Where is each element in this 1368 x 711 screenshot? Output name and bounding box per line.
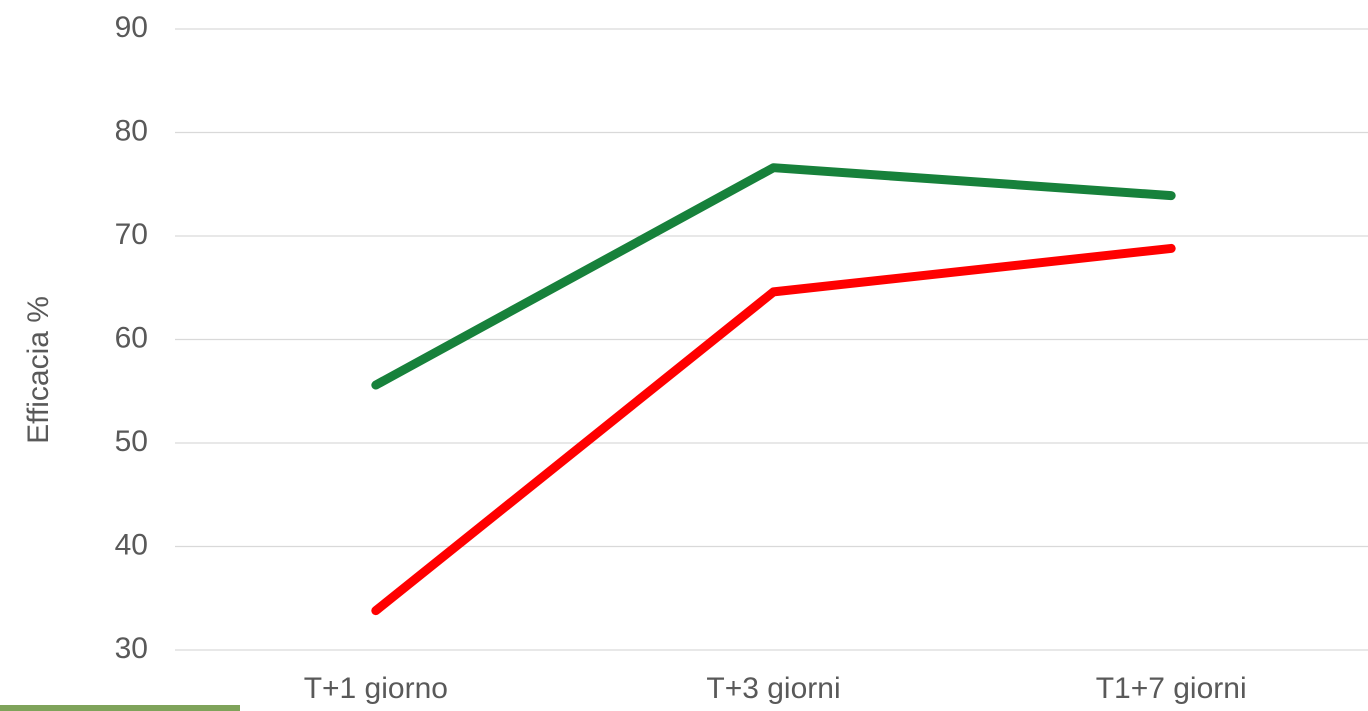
y-tick-label: 70 [115,218,148,251]
x-tick-label: T+1 giorno [304,672,448,705]
y-tick-label: 90 [115,11,148,44]
series-line [371,243,1176,616]
y-tick-label: 30 [115,632,148,665]
y-tick-label: 60 [115,321,148,354]
y-tick-label: 80 [115,114,148,147]
image-fragment [0,705,240,711]
y-axis-label: Efficacia % [22,296,55,444]
x-tick-label: T+3 giorni [706,672,840,705]
x-tick-label: T1+7 giorni [1096,672,1247,705]
y-tick-label: 50 [115,425,148,458]
y-tick-label: 40 [115,528,148,561]
series-line [371,163,1176,390]
